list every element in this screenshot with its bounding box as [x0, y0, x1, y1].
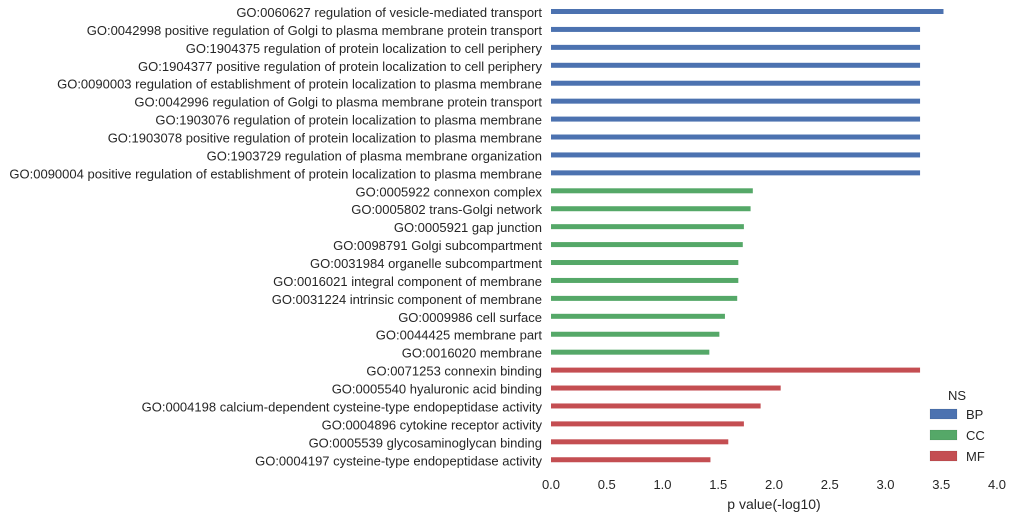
category-label: GO:0016020 membrane	[402, 346, 542, 361]
legend-swatch-bp	[929, 408, 958, 420]
category-labels: GO:0060627 regulation of vesicle-mediate…	[9, 5, 542, 468]
x-tick-label: 1.5	[709, 477, 727, 492]
bar-cc-14	[551, 260, 739, 266]
bar-mf-23	[551, 421, 744, 427]
category-label: GO:0005922 connexon complex	[356, 184, 543, 199]
bar-bp-6	[551, 116, 921, 122]
category-label: GO:1904377 positive regulation of protei…	[138, 59, 542, 74]
bar-mf-22	[551, 403, 761, 409]
category-label: GO:0042996 regulation of Golgi to plasma…	[134, 95, 542, 110]
bar-bp-1	[551, 26, 921, 32]
category-label: GO:0004896 cytokine receptor activity	[322, 417, 543, 432]
bar-bp-9	[551, 170, 921, 176]
bar-cc-13	[551, 242, 743, 248]
x-axis-label: p value(-log10)	[727, 496, 820, 512]
bar-cc-19	[551, 349, 710, 355]
bar-bp-0	[551, 9, 944, 14]
category-label: GO:0090004 positive regulation of establ…	[9, 166, 542, 181]
legend-swatch-mf	[929, 450, 958, 462]
bar-bp-5	[551, 98, 921, 104]
category-label: GO:0044425 membrane part	[376, 328, 543, 343]
x-tick-label: 2.0	[765, 477, 783, 492]
bar-bp-8	[551, 152, 921, 158]
x-axis-ticks: 0.0 0.5 1.0 1.5 2.0 2.5 3.0 3.5 4.0	[542, 477, 1006, 492]
category-label: GO:0031224 intrinsic component of membra…	[272, 292, 542, 307]
x-tick-label: 3.5	[932, 477, 950, 492]
category-label: GO:0005540 hyaluronic acid binding	[332, 382, 542, 397]
category-label: GO:0060627 regulation of vesicle-mediate…	[236, 5, 542, 20]
category-label: GO:0009986 cell surface	[398, 310, 542, 325]
bar-cc-10	[551, 188, 753, 194]
x-tick-label: 0.0	[542, 477, 560, 492]
category-label: GO:0090003 regulation of establishment o…	[57, 77, 542, 92]
bar-cc-17	[551, 313, 725, 319]
x-tick-label: 4.0	[988, 477, 1006, 492]
bar-cc-16	[551, 295, 738, 301]
bar-mf-21	[551, 385, 781, 391]
bar-bp-7	[551, 134, 921, 140]
legend-label-bp: BP	[966, 407, 983, 422]
bar-mf-20	[551, 367, 921, 373]
category-label: GO:1904375 regulation of protein localiz…	[186, 41, 543, 56]
category-label: GO:1903729 regulation of plasma membrane…	[207, 148, 542, 163]
legend: NS BP CC MF	[929, 388, 985, 464]
bar-cc-15	[551, 277, 739, 283]
bar-bp-4	[551, 80, 921, 86]
x-tick-label: 2.5	[821, 477, 839, 492]
bar-mf-25	[551, 457, 711, 463]
bars-layer	[551, 9, 944, 463]
legend-swatch-cc	[929, 429, 958, 441]
x-tick-label: 1.0	[653, 477, 671, 492]
bar-cc-18	[551, 331, 720, 337]
x-tick-label: 0.5	[598, 477, 616, 492]
bar-cc-11	[551, 206, 751, 212]
category-label: GO:0098791 Golgi subcompartment	[333, 238, 542, 253]
bar-bp-3	[551, 62, 921, 68]
category-label: GO:0004198 calcium-dependent cysteine-ty…	[142, 399, 543, 414]
category-label: GO:0005921 gap junction	[394, 220, 542, 235]
x-tick-label: 3.0	[876, 477, 894, 492]
category-label: GO:0031984 organelle subcompartment	[310, 256, 542, 271]
legend-title: NS	[948, 388, 966, 403]
category-label: GO:0004197 cysteine-type endopeptidase a…	[255, 453, 542, 468]
bar-cc-12	[551, 224, 744, 230]
bar-bp-2	[551, 44, 921, 50]
legend-label-mf: MF	[966, 449, 985, 464]
category-label: GO:0005802 trans-Golgi network	[351, 202, 542, 217]
category-label: GO:1903078 positive regulation of protei…	[108, 131, 542, 146]
legend-label-cc: CC	[966, 428, 985, 443]
bar-mf-24	[551, 439, 729, 445]
category-label: GO:0071253 connexin binding	[366, 364, 542, 379]
category-label: GO:0042998 positive regulation of Golgi …	[87, 23, 543, 38]
category-label: GO:0016021 integral component of membran…	[273, 274, 542, 289]
category-label: GO:0005539 glycosaminoglycan binding	[309, 435, 542, 450]
category-label: GO:1903076 regulation of protein localiz…	[155, 113, 542, 128]
